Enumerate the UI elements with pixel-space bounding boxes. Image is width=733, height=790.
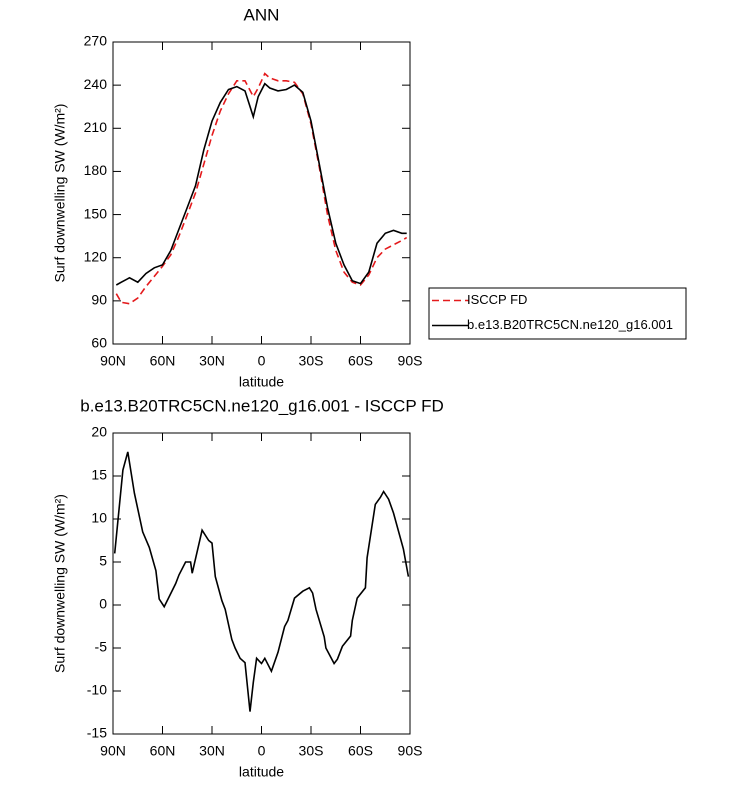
- x-tick-label: 60S: [348, 743, 373, 759]
- y-tick-label: 90: [91, 292, 107, 308]
- plot-frame: [112, 41, 411, 345]
- y-tick-label: 5: [99, 553, 107, 569]
- data-line: [113, 451, 410, 712]
- x-tick-label: 90S: [398, 743, 423, 759]
- legend-box: [428, 287, 687, 340]
- y-tick-label: 150: [84, 205, 108, 221]
- legend-label: b.e13.B20TRC5CN.ne120_g16.001: [467, 317, 673, 332]
- y-tick-label: 0: [99, 596, 107, 612]
- y-tick-label: 180: [84, 162, 108, 178]
- y-axis-label: Surf downwelling SW (W/m²): [52, 104, 68, 283]
- data-line: [115, 82, 407, 286]
- y-tick-label: 120: [84, 248, 108, 264]
- x-tick-label: 30N: [199, 353, 225, 369]
- x-axis-label: latitude: [239, 764, 284, 780]
- x-tick-label: 90N: [100, 353, 126, 369]
- x-tick-label: 60N: [150, 353, 176, 369]
- data-line: [115, 72, 408, 305]
- x-tick-label: 0: [258, 743, 266, 759]
- y-tick-label: 240: [84, 76, 108, 92]
- y-tick-label: -10: [87, 682, 107, 698]
- x-tick-label: 0: [258, 353, 266, 369]
- y-tick-label: 270: [84, 33, 108, 49]
- x-tick-label: 90S: [398, 353, 423, 369]
- y-tick-label: 60: [91, 335, 107, 351]
- y-tick-label: -5: [95, 639, 108, 655]
- chart-title: b.e13.B20TRC5CN.ne120_g16.001 - ISCCP FD: [80, 396, 444, 415]
- x-tick-label: 30S: [299, 743, 324, 759]
- y-axis-label: Surf downwelling SW (W/m²): [52, 494, 68, 673]
- y-tick-label: 20: [91, 424, 107, 440]
- y-tick-label: 15: [91, 467, 107, 483]
- x-tick-label: 30N: [199, 743, 225, 759]
- x-tick-label: 30S: [299, 353, 324, 369]
- x-tick-label: 90N: [100, 743, 126, 759]
- x-tick-label: 60S: [348, 353, 373, 369]
- y-tick-label: 10: [91, 510, 107, 526]
- y-tick-label: -15: [87, 725, 107, 741]
- x-axis-label: latitude: [239, 374, 284, 390]
- x-tick-label: 60N: [150, 743, 176, 759]
- y-tick-label: 210: [84, 119, 108, 135]
- chart-title: ANN: [244, 5, 280, 24]
- legend-label: ISCCP FD: [467, 292, 527, 307]
